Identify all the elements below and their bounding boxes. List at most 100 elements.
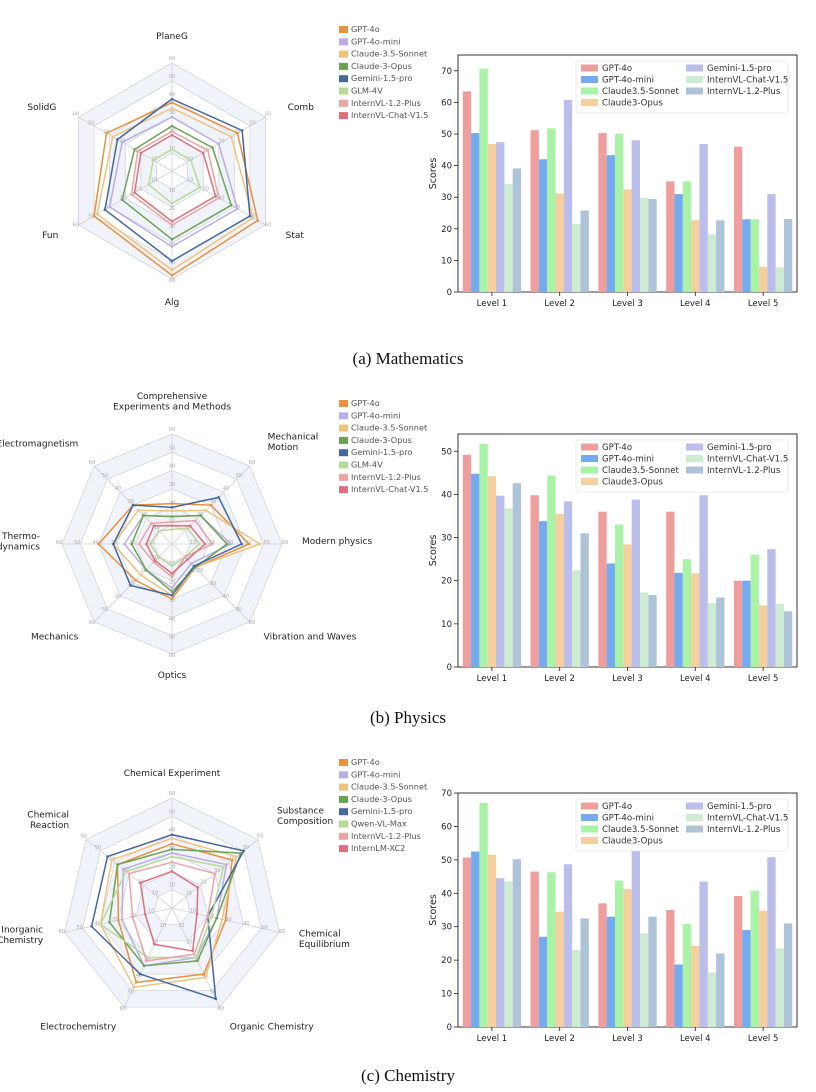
radar-tick-label: 50 (102, 607, 108, 613)
radar-point-gpt-4o (256, 219, 260, 222)
radar-axis-label-line: Chemical (27, 811, 69, 821)
radar-chart-mathematics: 1020304050601020304050601020304050601020… (27, 32, 314, 308)
radar-tick-label: 60 (169, 653, 175, 659)
radar-point-gpt-4o-mini (123, 542, 126, 546)
radar-point-gpt-4o-mini (120, 140, 124, 144)
radar-legend-label-gemini-1-5-pro: Gemini-1.5-pro (351, 447, 412, 457)
bar-ytick-label: 30 (441, 923, 452, 933)
radar-tick-label: 20 (169, 864, 175, 870)
radar-tick-label: 30 (128, 499, 134, 505)
radar-point-glm-4v (170, 528, 174, 531)
radar-axis-label-line: Vibration and Waves (264, 633, 357, 643)
bar-chart-physics: 0 10 20 30 40 50 Scores Level 1 Level 2 Level 3 Le… (428, 433, 798, 684)
bar-gemini-1-5-pro-level-5 (767, 857, 776, 1027)
bar-gpt-4o-level-3 (598, 133, 607, 292)
radar-tick-label: 50 (169, 445, 175, 451)
bar-xtick-label-level-5: Level 5 (748, 1034, 779, 1044)
radar-legend-label-claude-3-5-sonnet: Claude-3.5-Sonnet (351, 782, 428, 792)
bar-legend-label-gpt-4o-mini: GPT-4o-mini (602, 76, 654, 86)
radar-point-gemini-1-5-pro (240, 129, 244, 132)
bar-internvl-chat-v1-5-level-4 (707, 234, 717, 292)
radar-point-internvl-chat-v1-5 (152, 524, 156, 528)
bar-legend-label-internvl-1-2-plus: InternVL-1.2-Plus (707, 466, 781, 476)
bar-gpt-4o-mini-level-2 (538, 159, 548, 292)
radar-series-internvl-1-2-plus (128, 861, 216, 962)
radar-legend-physics: GPT-4o GPT-4o-mini Claude-3.5-Sonnet Claude… (339, 398, 428, 494)
radar-tick-label: 40 (169, 616, 175, 622)
bar-gemini-1-5-pro-level-4 (699, 495, 708, 667)
radar-point-internvl-1-2-plus (127, 872, 131, 876)
bar-gemini-1-5-pro-level-5 (767, 549, 776, 667)
caption-chemistry: (c) Chemistry (361, 1066, 455, 1085)
radar-tick-label: 40 (136, 973, 142, 979)
radar-axis-label-line: Organic Chemistry (230, 1023, 315, 1033)
radar-point-claude-3-5-sonnet (220, 918, 224, 921)
bar-ytick-label: 60 (441, 98, 452, 108)
radar-point-claude-3-opus (144, 568, 148, 572)
bar-claude3-opus-level-5 (758, 910, 768, 1027)
bar-xtick-label-level-2: Level 2 (544, 1034, 575, 1044)
bar-gpt-4o-level-2 (530, 495, 539, 667)
radar-legend-swatch-claude-3-opus (339, 436, 348, 444)
bar-legend-label-gemini-1-5-pro: Gemini-1.5-pro (707, 64, 771, 74)
radar-point-internvl-1-2-plus (213, 872, 217, 876)
radar-point-claude-3-opus (199, 514, 202, 517)
radar-axis-label-modern-physics: Modern physics (302, 537, 373, 547)
bar-claude3-5-sonnet-level-5 (750, 554, 759, 667)
bar-legend-label-internvl-1-2-plus: InternVL-1.2-Plus (707, 825, 781, 835)
radar-axis-label-line: Experiments and Methods (113, 403, 231, 413)
bar-gemini-1-5-pro-level-2 (563, 864, 573, 1027)
radar-chart-physics: 1020304050601020304050601020304050601020… (0, 392, 373, 681)
bar-gpt-4o-level-4 (666, 910, 675, 1027)
radar-point-gpt-4o (230, 858, 234, 862)
radar-legend-label-internvl-chat-v1-5: InternVL-Chat-V1.5 (351, 484, 428, 494)
radar-point-gemini-1-5-pro (217, 496, 220, 499)
radar-point-claude-3-5-sonnet (170, 837, 174, 840)
radar-legend-label-claude-3-opus: Claude-3-Opus (351, 435, 412, 445)
bar-xtick-label-level-4: Level 4 (680, 1034, 711, 1044)
radar-tick-label: 40 (169, 242, 175, 248)
radar-axis-label-comprehensive-experiments-and-methods: Comprehensive Experiments and Methods (113, 392, 231, 413)
bar-gemini-1-5-pro-level-1 (496, 878, 505, 1027)
radar-legend-label-claude-3-5-sonnet: Claude-3.5-Sonnet (351, 423, 428, 433)
radar-tick-label: 50 (95, 845, 101, 851)
radar-tick-label: 60 (279, 929, 285, 935)
radar-axis-label-line: Equilibrium (299, 940, 350, 950)
bar-gpt-4o-mini-level-4 (674, 572, 683, 667)
radar-axis-label-line: Optics (158, 671, 187, 681)
radar-axis-label-line: Composition (277, 817, 333, 827)
radar-tick-label: 60 (73, 112, 79, 118)
radar-legend-label-internvl-1-2-plus: InternVL-1.2-Plus (351, 831, 421, 841)
radar-tick-label: 20 (135, 187, 141, 193)
bar-ytick-label: 20 (441, 956, 452, 966)
radar-axis-label-stat: Stat (286, 231, 305, 241)
radar-tick-label: 10 (184, 555, 190, 561)
radar-tick-label: 60 (89, 620, 95, 626)
radar-tick-label: 10 (169, 188, 175, 194)
bar-gpt-4o-mini-level-5 (742, 580, 751, 667)
radar-point-gemini-1-5-pro (242, 849, 245, 853)
bar-ytick-label: 30 (441, 534, 452, 544)
bar-claude3-opus-level-4 (691, 220, 700, 292)
bar-legend-swatch-gpt-4o (581, 64, 598, 72)
radar-tick-label: 30 (144, 956, 150, 962)
radar-legend-swatch-internvl-chat-v1-5 (339, 486, 348, 494)
radar-point-gemini-1-5-pro (170, 506, 174, 509)
radar-point-claude-3-5-sonnet (139, 573, 143, 577)
radar-point-claude-3-5-sonnet (204, 976, 207, 979)
radar-tick-label: 40 (169, 92, 175, 98)
radar-point-glm-4v (151, 158, 155, 162)
radar-point-internvl-1-2-plus (170, 575, 174, 579)
radar-tick-label: 20 (141, 568, 147, 574)
bar-claude3-5-sonnet-level-3 (615, 524, 624, 667)
panel-physics: 10 20 30 40 50 60 10 20 30 40 50 60 10 20 30 40 50 60 10 20… (0, 392, 798, 727)
bar-claude3-5-sonnet-level-1 (479, 803, 488, 1027)
radar-legend-label-claude-3-opus: Claude-3-Opus (351, 794, 412, 804)
bar-gpt-4o-mini-level-3 (606, 916, 616, 1027)
radar-axis-label-chemical-reaction: Chemical Reaction (27, 811, 69, 832)
radar-point-claude-3-opus (142, 514, 145, 517)
radar-tick-label: 40 (243, 921, 249, 927)
radar-axis-label-line: Electrochemistry (40, 1023, 117, 1033)
radar-tick-label: 50 (263, 540, 269, 546)
radar-tick-label: 20 (169, 580, 175, 586)
